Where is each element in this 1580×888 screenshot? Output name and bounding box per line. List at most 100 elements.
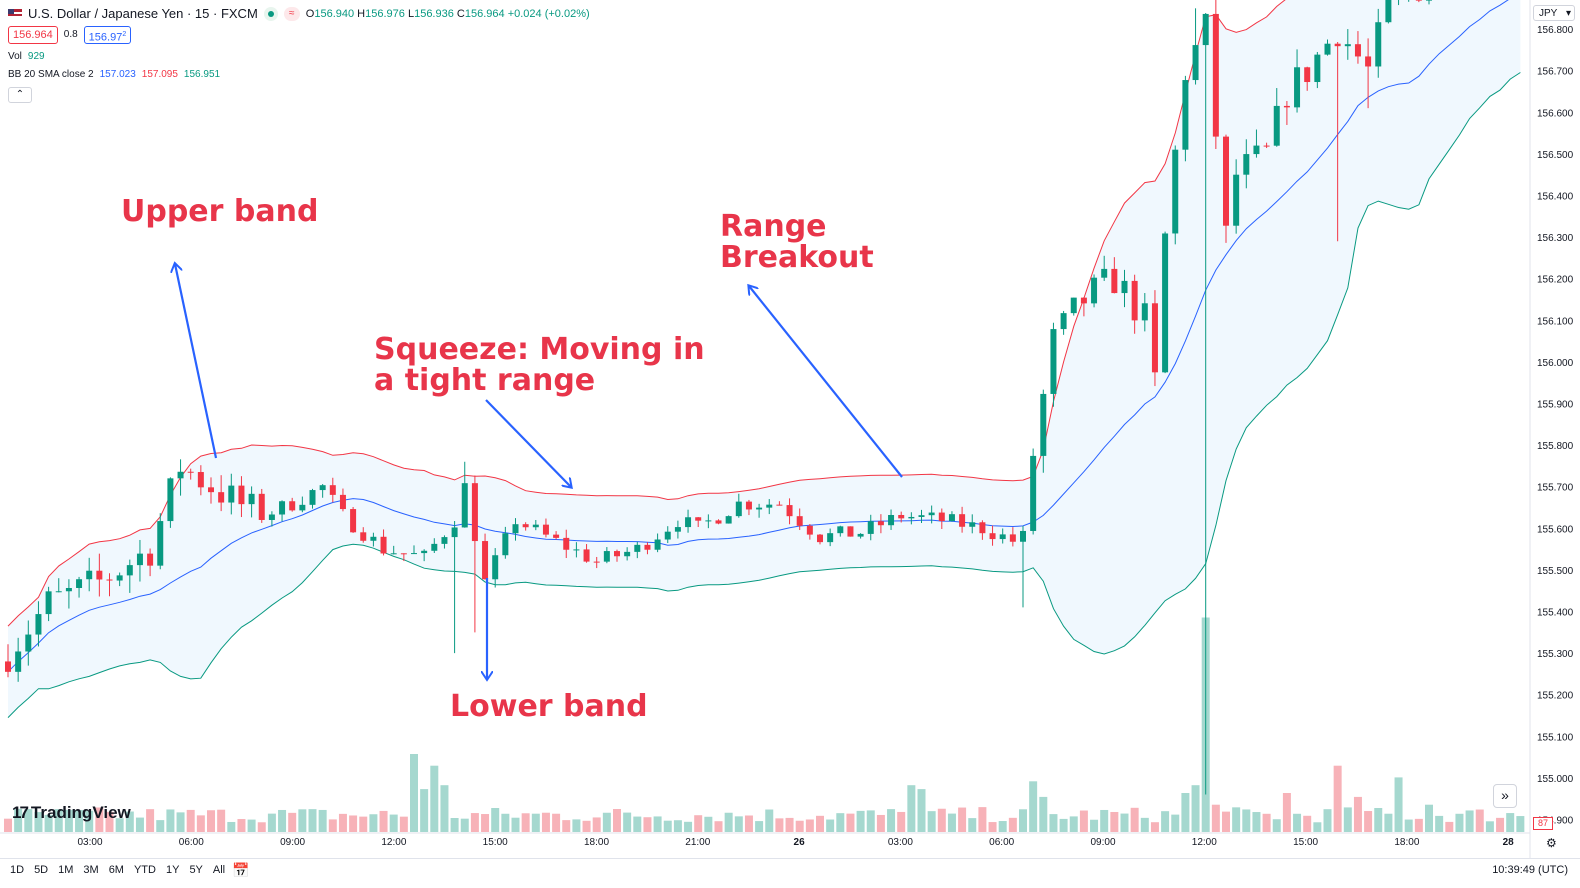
volume-bar — [826, 819, 835, 832]
price-axis[interactable]: 156.800 156.700 156.600 156.500 156.400 156.3… — [1529, 0, 1574, 858]
volume-bar — [389, 814, 398, 832]
bb-legend-row[interactable]: BB 20 SMA close 2 157.023 157.095 156.95… — [8, 66, 590, 84]
currency-label: JPY — [1539, 8, 1558, 19]
range-button-6m[interactable]: 6M — [108, 864, 124, 876]
sell-button[interactable]: 156.964 — [8, 26, 58, 44]
volume-bar — [816, 815, 824, 832]
scroll-to-realtime-button[interactable]: » — [1493, 784, 1517, 808]
calendar-icon[interactable]: 📅 — [232, 862, 250, 878]
candle-body — [238, 485, 245, 505]
candle-body — [867, 521, 874, 534]
volume-bar — [592, 817, 601, 832]
candle-body — [837, 526, 844, 534]
tradingview-logo[interactable]: 17 TradingView — [12, 803, 131, 823]
time-tick-label: 06:00 — [989, 837, 1014, 848]
chevron-up-icon[interactable]: ⌃ — [8, 87, 32, 103]
volume-bar — [95, 807, 104, 832]
volume-bar — [328, 819, 337, 832]
volume-bar — [1323, 809, 1332, 832]
volume-bar — [44, 814, 53, 832]
volume-bar — [247, 819, 256, 832]
candle-body — [1111, 268, 1118, 294]
volume-bar — [379, 810, 388, 832]
range-buttons: 1D 5D 1M 3M 6M YTD 1Y 5Y All — [10, 864, 225, 876]
bid-ask-row: 156.964 0.8 156.972 — [8, 26, 590, 44]
range-button-1m[interactable]: 1M — [58, 864, 74, 876]
clock[interactable]: 10:39:49 (UTC) — [1492, 864, 1568, 876]
candle-body — [1172, 149, 1179, 234]
bollinger-basis-line — [7, 0, 1509, 673]
candle-body — [1131, 280, 1138, 321]
candle-body — [1385, 0, 1392, 23]
volume-bar — [186, 809, 195, 832]
ask-superscript: 2 — [122, 31, 127, 38]
volume-bar — [399, 816, 408, 832]
candle-body — [319, 485, 326, 491]
volume-bar — [1394, 777, 1403, 832]
tradingview-logo-text: TradingView — [30, 803, 131, 822]
bb-upper-value: 157.095 — [141, 69, 178, 80]
bottom-toolbar: 1D 5D 1M 3M 6M YTD 1Y 5Y All 📅 10:39:49 (UTC) — [0, 858, 1580, 888]
market-status-icon[interactable] — [263, 7, 278, 21]
symbol-title[interactable]: U.S. Dollar / Japanese Yen · 15 · FXCM — [28, 6, 258, 21]
volume-bar — [369, 814, 378, 832]
candle-body — [289, 501, 296, 511]
candle-body — [502, 533, 509, 556]
volume-bar — [1029, 781, 1038, 832]
candle-body — [928, 512, 935, 516]
volume-bar — [1120, 813, 1129, 832]
volume-bar — [694, 815, 703, 832]
candle-body — [948, 514, 955, 522]
candle-body — [817, 534, 823, 543]
time-axis[interactable]: 03:00 06:00 09:00 12:00 15:00 18:00 21:00 26 03:… — [0, 832, 1530, 848]
candle-body — [1354, 44, 1361, 57]
candle-body — [999, 534, 1006, 540]
candle-body — [715, 520, 722, 524]
volume-bar — [1282, 793, 1291, 832]
volume-bar — [907, 785, 916, 832]
volume-bar — [917, 789, 926, 832]
currency-selector[interactable]: JPY ▾ — [1533, 5, 1575, 21]
range-button-all[interactable]: All — [212, 864, 226, 876]
volume-value: 929 — [27, 51, 45, 62]
wave-icon[interactable]: ≈ — [283, 7, 300, 21]
candle-body — [1020, 530, 1026, 542]
candle-body — [1182, 80, 1189, 150]
candle-body — [603, 551, 610, 562]
volume-bar — [1496, 817, 1505, 832]
candle-body — [614, 551, 620, 557]
range-button-5d[interactable]: 5D — [34, 864, 49, 876]
candle-body — [695, 517, 702, 521]
range-button-1d[interactable]: 1D — [10, 864, 25, 876]
volume-bar — [1404, 819, 1413, 832]
buy-button[interactable]: 156.972 — [83, 26, 132, 44]
time-tick-label: 15:00 — [483, 837, 508, 848]
candle-body — [806, 525, 813, 535]
candle-body — [877, 521, 884, 526]
volume-bar — [947, 813, 956, 832]
volume-bar — [1313, 822, 1322, 832]
price-tick-label: 155.100 — [1537, 732, 1574, 743]
time-tick-label: 03:00 — [888, 837, 913, 848]
volume-bar — [531, 813, 540, 832]
range-button-5y[interactable]: 5Y — [189, 864, 203, 876]
candle-body — [634, 544, 641, 552]
volume-bar — [775, 818, 784, 832]
range-button-1y[interactable]: 1Y — [165, 864, 180, 876]
gear-icon[interactable]: ⚙ — [1546, 836, 1557, 850]
range-button-3m[interactable]: 3M — [83, 864, 99, 876]
candle-body — [218, 492, 225, 503]
candle-body — [522, 524, 529, 528]
volume-legend-row[interactable]: Vol 929 — [8, 48, 590, 66]
volume-bar — [85, 810, 94, 832]
volume-bar — [1069, 816, 1078, 832]
candle-body — [1375, 22, 1382, 67]
volume-bar — [1059, 818, 1068, 832]
annotation-squeeze-line1: Squeeze: Moving in — [374, 332, 705, 367]
chart-canvas[interactable]: 156.800 156.700 156.600 156.500 156.400 156.3… — [0, 0, 1580, 858]
range-button-ytd[interactable]: YTD — [133, 864, 156, 876]
chevron-down-icon: ▾ — [1565, 8, 1571, 19]
candle-body — [411, 553, 417, 555]
candle-body — [644, 544, 651, 550]
double-chevron-right-icon: » — [1501, 787, 1509, 803]
